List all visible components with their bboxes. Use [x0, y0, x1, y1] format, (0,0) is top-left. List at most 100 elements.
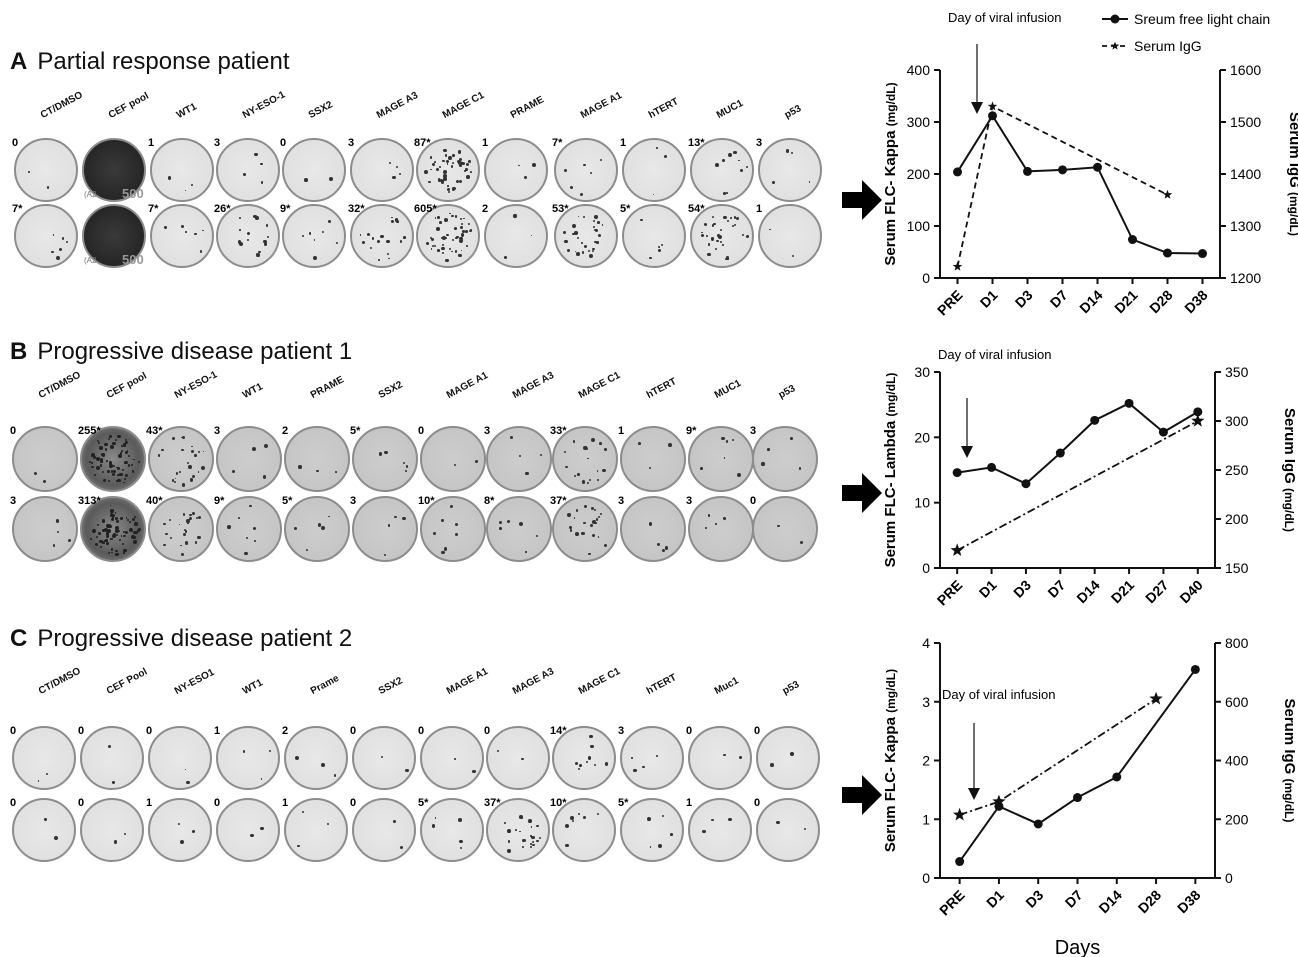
spot-mark: [184, 530, 188, 533]
spot-mark: [163, 522, 166, 526]
spot-count: 3: [756, 137, 763, 149]
spot-mark: [99, 545, 102, 548]
elispot-well: [620, 496, 686, 562]
spot-mark: [711, 215, 715, 219]
spot-mark: [445, 258, 449, 263]
spot-mark: [579, 193, 583, 197]
spot-mark: [137, 460, 140, 464]
spot-mark: [112, 532, 116, 536]
spot-mark: [371, 236, 375, 240]
panel-a-title: A Partial response patient: [10, 48, 290, 76]
spot-mark: [530, 234, 533, 237]
spot-mark: [43, 818, 47, 821]
arrow-right-icon-a: [842, 180, 882, 220]
flc-data-point: [955, 857, 965, 867]
spot-mark: [246, 537, 249, 540]
spot-mark: [191, 450, 194, 454]
spot-mark: [647, 816, 651, 821]
spot-mark: [237, 240, 242, 244]
spot-mark: [131, 535, 136, 540]
elispot-well: [82, 204, 146, 268]
spot-mark: [472, 769, 476, 774]
spot-mark: [362, 241, 366, 245]
spot-mark: [722, 158, 725, 162]
spot-count: 1: [618, 425, 625, 437]
spot-mark: [111, 516, 115, 519]
spot-mark: [194, 232, 197, 236]
spot-count: 1: [146, 797, 153, 809]
spot-mark: [583, 244, 587, 248]
spot-mark: [263, 239, 267, 244]
spot-mark: [732, 224, 735, 227]
spot-mark: [658, 249, 662, 253]
spot-count: 0: [78, 797, 85, 809]
spot-mark: [590, 437, 595, 442]
spot-count: 10*: [550, 797, 567, 809]
spot-mark: [575, 509, 579, 512]
spot-mark: [93, 456, 96, 459]
spot-mark: [106, 542, 109, 545]
spot-mark: [521, 838, 526, 843]
spot-mark: [439, 178, 444, 183]
spot-mark: [33, 472, 38, 476]
spot-mark: [104, 442, 109, 447]
spot-mark: [459, 158, 463, 162]
spot-mark: [109, 462, 111, 464]
spot-mark: [443, 149, 447, 153]
spot-mark: [333, 774, 337, 777]
spot-mark: [454, 250, 458, 253]
spot-mark: [37, 780, 40, 783]
spot-mark: [454, 464, 457, 467]
x-tick-label: D38: [1174, 887, 1204, 917]
spot-mark: [121, 468, 125, 472]
spot-mark: [576, 237, 579, 240]
spot-mark: [447, 191, 451, 194]
spot-mark: [459, 236, 463, 241]
spot-mark: [449, 248, 452, 251]
spot-mark: [570, 816, 574, 820]
elispot-well: [14, 204, 78, 268]
spot-mark: [182, 513, 186, 517]
spot-mark: [726, 440, 729, 443]
spot-mark: [182, 532, 187, 537]
spot-count: 10*: [418, 495, 435, 507]
spot-mark: [123, 551, 126, 554]
spot-mark: [730, 216, 732, 219]
spot-mark: [523, 176, 527, 180]
spot-mark: [525, 471, 530, 476]
spot-mark: [702, 829, 707, 834]
elispot-well: [352, 726, 416, 790]
spot-mark: [387, 257, 390, 260]
spot-mark: [181, 483, 186, 487]
elispot-well: [80, 496, 146, 562]
spot-mark: [515, 829, 517, 832]
spot-mark: [448, 212, 451, 215]
spot-mark: [97, 439, 100, 443]
y-axis-label-unit: (mg/dL): [884, 669, 898, 713]
spot-mark: [601, 223, 604, 226]
spot-mark: [171, 436, 175, 440]
spot-mark: [384, 450, 388, 455]
spot-count: 9*: [214, 495, 225, 507]
spot-mark: [525, 551, 527, 553]
elispot-well: [420, 726, 484, 790]
spot-mark: [61, 236, 65, 240]
spot-count: 0: [280, 137, 287, 149]
elispot-well: [12, 726, 76, 790]
spot-mark: [652, 193, 655, 196]
spot-mark: [112, 464, 116, 468]
spot-mark: [670, 833, 673, 836]
spot-mark: [91, 455, 94, 458]
spot-mark: [265, 224, 269, 227]
y2-axis-label: Serum IgG (mg/dL): [1281, 408, 1298, 532]
spot-count: 1: [482, 137, 489, 149]
spot-mark: [470, 171, 472, 173]
elispot-well: [486, 726, 550, 790]
spot-mark: [458, 818, 462, 822]
spot-mark: [581, 480, 585, 484]
spot-mark: [328, 515, 330, 518]
column-label: SSX2: [376, 675, 405, 697]
spot-mark: [117, 478, 121, 483]
y2-axis-label-main: Serum IgG: [1286, 112, 1298, 192]
spot-mark: [191, 445, 193, 448]
